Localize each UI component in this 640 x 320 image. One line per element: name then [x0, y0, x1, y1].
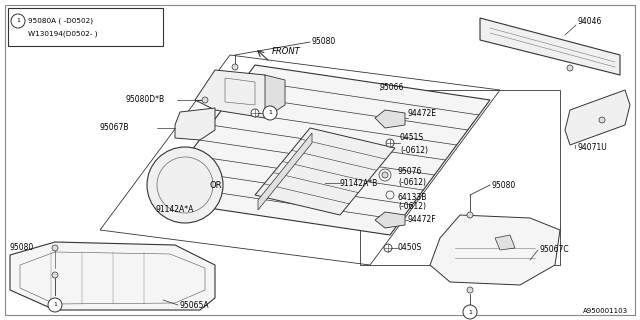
Circle shape — [263, 106, 277, 120]
Text: 1: 1 — [468, 309, 472, 315]
Circle shape — [52, 272, 58, 278]
Text: 1: 1 — [53, 302, 57, 308]
Text: FRONT: FRONT — [272, 47, 301, 57]
Circle shape — [202, 97, 208, 103]
Polygon shape — [565, 90, 630, 145]
Text: 95067C: 95067C — [540, 245, 570, 254]
Polygon shape — [265, 75, 285, 118]
Polygon shape — [375, 110, 405, 128]
Polygon shape — [255, 128, 395, 215]
Text: 64133B: 64133B — [398, 193, 428, 202]
Polygon shape — [480, 18, 620, 75]
Circle shape — [599, 117, 605, 123]
Text: 1: 1 — [16, 19, 20, 23]
Polygon shape — [258, 133, 312, 210]
Text: 95080: 95080 — [10, 244, 35, 252]
Circle shape — [463, 305, 477, 319]
Circle shape — [147, 147, 223, 223]
Polygon shape — [195, 70, 270, 118]
Circle shape — [467, 212, 473, 218]
Text: (-0612): (-0612) — [398, 179, 426, 188]
Text: 94071U: 94071U — [578, 143, 608, 153]
Text: 94472F: 94472F — [408, 215, 436, 225]
Circle shape — [382, 172, 388, 178]
Circle shape — [386, 139, 394, 147]
Text: 1: 1 — [268, 110, 272, 116]
Polygon shape — [375, 212, 405, 228]
Text: 95080: 95080 — [312, 37, 336, 46]
Text: W130194(D0502- ): W130194(D0502- ) — [28, 31, 97, 37]
Polygon shape — [430, 215, 560, 285]
Text: 95066: 95066 — [380, 84, 404, 92]
Text: 95080D*B: 95080D*B — [125, 95, 164, 105]
Bar — [8, 8, 163, 46]
Text: A950001103: A950001103 — [583, 308, 628, 314]
Circle shape — [467, 287, 473, 293]
Circle shape — [11, 14, 25, 28]
Text: 94472E: 94472E — [408, 108, 437, 117]
Text: 95065A: 95065A — [180, 300, 210, 309]
Circle shape — [251, 109, 259, 117]
Circle shape — [48, 298, 62, 312]
Bar — [360, 90, 560, 265]
Text: (-0612): (-0612) — [398, 203, 426, 212]
Circle shape — [232, 64, 238, 70]
Text: (-0612): (-0612) — [400, 146, 428, 155]
Circle shape — [384, 244, 392, 252]
Polygon shape — [155, 65, 490, 235]
Text: 91142A*B: 91142A*B — [340, 179, 378, 188]
Circle shape — [52, 245, 58, 251]
Text: 95080: 95080 — [492, 180, 516, 189]
Text: 95076: 95076 — [398, 167, 422, 177]
Polygon shape — [178, 152, 192, 158]
Text: OR: OR — [210, 180, 223, 189]
Polygon shape — [495, 235, 515, 250]
Text: 0451S: 0451S — [400, 133, 424, 142]
Text: 91142A*A: 91142A*A — [155, 205, 193, 214]
Text: 95067B: 95067B — [100, 124, 129, 132]
Polygon shape — [175, 108, 215, 140]
Circle shape — [567, 65, 573, 71]
Text: 95080A ( -D0502): 95080A ( -D0502) — [28, 18, 93, 24]
Text: 0450S: 0450S — [398, 244, 422, 252]
Polygon shape — [10, 242, 215, 310]
Text: 94046: 94046 — [578, 18, 602, 27]
